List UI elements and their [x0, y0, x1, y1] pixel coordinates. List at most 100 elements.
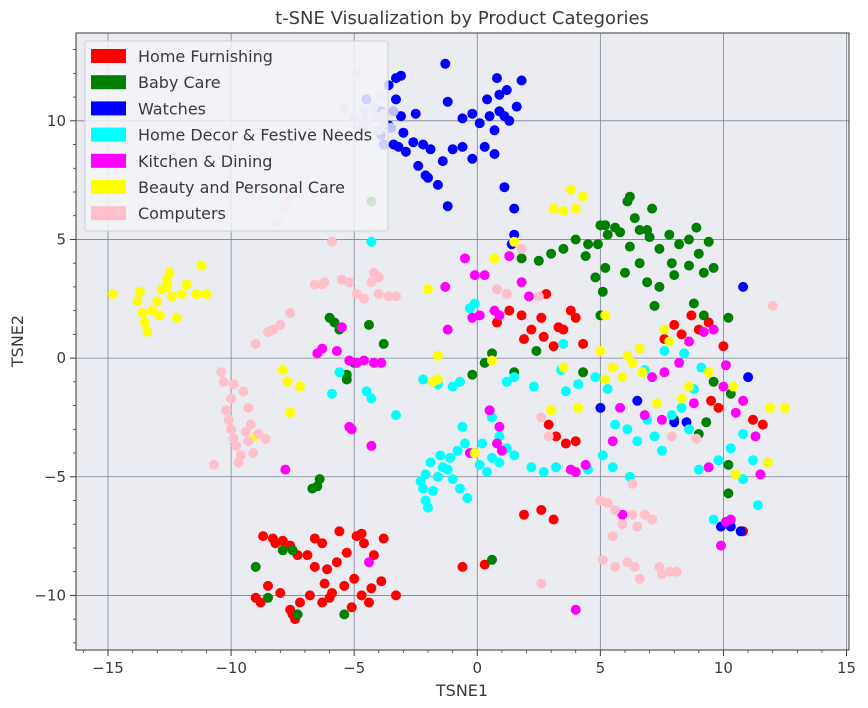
legend-swatch	[91, 127, 126, 142]
data-point	[607, 362, 618, 373]
data-point	[396, 70, 406, 81]
data-point	[664, 229, 675, 240]
data-point	[437, 156, 448, 167]
data-point	[132, 296, 143, 307]
data-point	[492, 284, 502, 295]
data-point	[499, 111, 510, 122]
data-point	[735, 526, 746, 537]
data-point	[469, 448, 480, 458]
data-point	[627, 509, 638, 520]
data-point	[228, 379, 239, 390]
data-point	[327, 388, 337, 399]
data-point	[688, 398, 699, 409]
data-point	[516, 277, 527, 288]
data-point	[632, 521, 643, 532]
data-point	[509, 229, 520, 240]
data-point	[196, 260, 207, 271]
data-point	[592, 239, 603, 250]
data-point	[447, 474, 458, 485]
data-point	[147, 305, 158, 316]
data-point	[396, 111, 406, 122]
data-point	[595, 402, 606, 413]
data-point	[602, 497, 613, 508]
data-point	[469, 270, 480, 281]
data-point	[474, 118, 485, 129]
data-point	[698, 327, 709, 337]
data-point	[622, 557, 633, 568]
data-point	[383, 291, 394, 302]
data-point	[629, 561, 640, 572]
data-point	[516, 75, 527, 86]
data-point	[447, 381, 458, 392]
data-point	[538, 331, 549, 342]
data-point	[440, 58, 451, 69]
data-point	[624, 191, 635, 202]
data-point	[309, 533, 320, 544]
data-point	[250, 561, 261, 572]
data-point	[391, 94, 401, 105]
data-point	[142, 327, 153, 337]
data-point	[548, 514, 559, 525]
data-point	[519, 334, 529, 345]
data-point	[442, 324, 453, 335]
data-point	[457, 561, 468, 572]
data-point	[245, 419, 256, 430]
data-point	[418, 374, 429, 385]
data-point	[366, 393, 377, 404]
data-point	[494, 421, 505, 432]
data-point	[524, 291, 534, 302]
data-point	[748, 414, 758, 425]
data-point	[489, 253, 500, 264]
data-point	[703, 462, 714, 473]
data-point	[462, 493, 473, 504]
data-point	[240, 426, 251, 437]
data-point	[674, 239, 685, 250]
x-tick-label: 5	[596, 659, 606, 677]
data-point	[455, 483, 465, 494]
data-point	[167, 291, 177, 302]
data-point	[277, 535, 288, 546]
data-point	[526, 324, 537, 335]
data-point	[647, 372, 658, 383]
data-point	[765, 402, 776, 413]
data-point	[701, 417, 712, 428]
data-point	[280, 464, 291, 475]
data-point	[366, 236, 377, 247]
data-point	[442, 96, 453, 107]
data-point	[432, 179, 443, 190]
data-point	[442, 464, 453, 475]
data-point	[708, 324, 719, 335]
data-point	[181, 279, 192, 290]
data-point	[607, 436, 618, 447]
data-point	[255, 597, 266, 608]
data-point	[728, 381, 739, 392]
data-point	[553, 322, 564, 333]
data-point	[295, 381, 305, 392]
data-point	[292, 609, 303, 620]
data-point	[610, 505, 621, 515]
data-point	[656, 569, 667, 580]
data-point	[725, 443, 736, 454]
data-point	[528, 381, 539, 392]
data-point	[551, 462, 561, 473]
data-point	[368, 357, 379, 368]
data-point	[484, 405, 495, 416]
data-point	[494, 457, 505, 468]
data-point	[331, 557, 342, 568]
data-point	[703, 236, 714, 247]
data-point	[482, 467, 493, 477]
data-point	[708, 262, 719, 273]
data-point	[176, 289, 187, 299]
data-point	[629, 213, 640, 224]
x-tick-label: −15	[92, 659, 124, 677]
data-point	[558, 338, 569, 349]
data-point	[368, 550, 379, 561]
data-point	[578, 367, 589, 378]
data-point	[654, 281, 665, 292]
data-point	[423, 502, 433, 513]
data-point	[696, 362, 707, 373]
data-point	[457, 421, 468, 432]
data-point	[445, 452, 456, 463]
data-point	[509, 203, 520, 214]
data-point	[649, 300, 660, 311]
